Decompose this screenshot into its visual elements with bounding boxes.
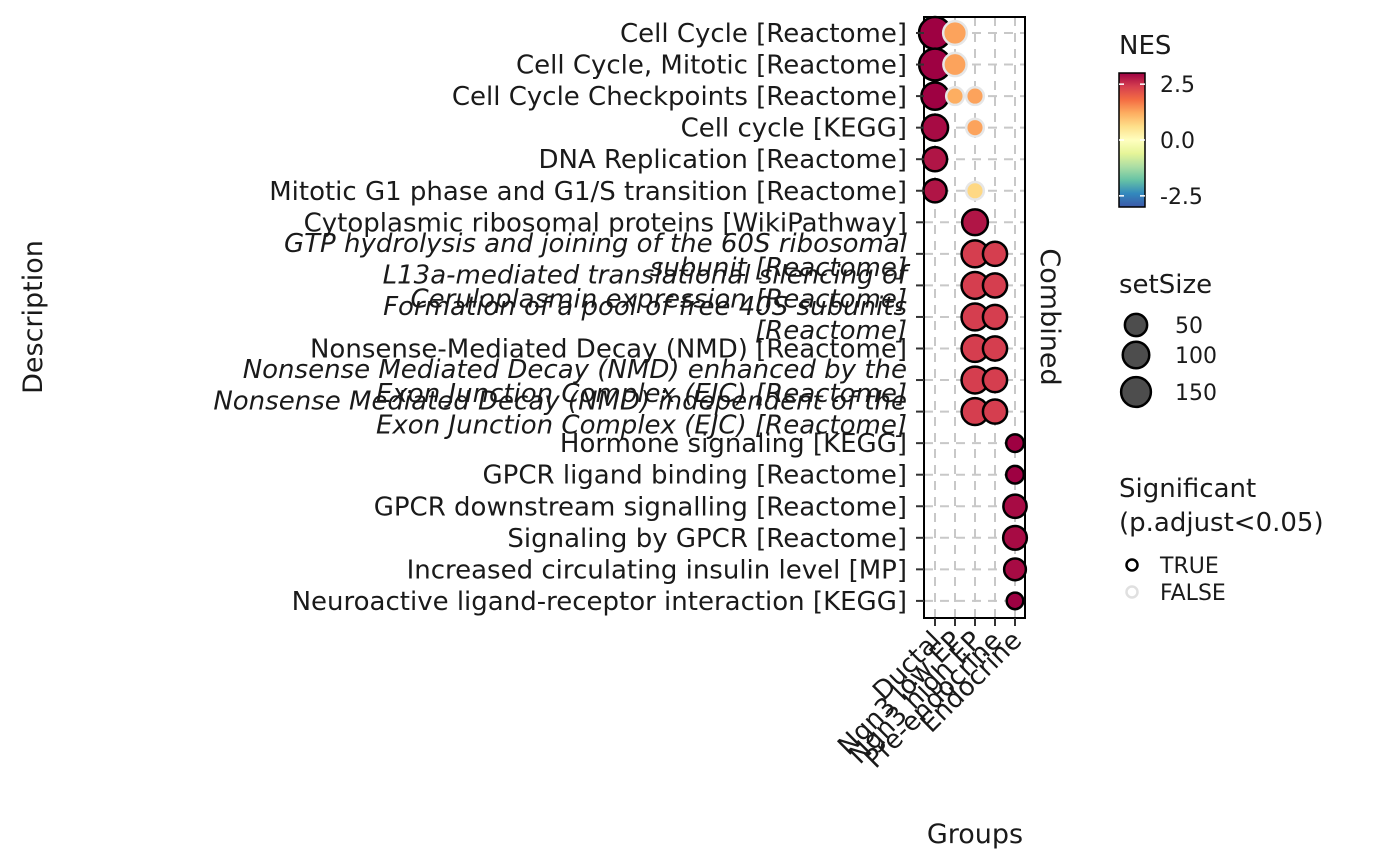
- nes-legend-title: NES: [1119, 31, 1171, 61]
- y-tick-label-5: Mitotic G1 phase and G1/S transition [Re…: [269, 177, 907, 207]
- y-tick-label-14: GPCR ligand binding [Reactome]: [483, 461, 907, 491]
- y-tick-label-18: Neuroactive ligand-receptor interaction …: [292, 587, 907, 617]
- y-tick-label-9-line-2: [Reactome]: [755, 316, 907, 346]
- significant-legend-dot-true: [1125, 558, 1139, 572]
- data-point-ductal-row-4: [921, 145, 949, 173]
- setsize-legend: setSize 50 100 150: [1119, 270, 1217, 409]
- data-point-pre-endocrine-row-8: [981, 272, 1009, 299]
- data-point-endocrine-row-16: [1001, 524, 1029, 551]
- facet-strip-label: Combined: [1034, 248, 1065, 385]
- data-point-ngn3-low-ep-row-0: [941, 19, 969, 47]
- y-tick-label-12-line-1: Nonsense Mediated Decay (NMD) independen…: [213, 387, 907, 417]
- data-point-ductal-row-5: [922, 177, 948, 204]
- y-tick-label-11-line-1: Nonsense Mediated Decay (NMD) enhanced b…: [243, 355, 907, 385]
- setsize-legend-entries: 50 100 150: [1119, 312, 1217, 409]
- setsize-legend-label-50: 50: [1175, 314, 1203, 339]
- y-tick-label-12-line-2: Exon Junction Complex (EJC) [Reactome]: [376, 411, 907, 441]
- data-point-endocrine-row-14: [1004, 464, 1026, 485]
- nes-legend: NES 2.5 0.0 -2.5: [1118, 31, 1203, 210]
- data-point-ngn3-high-ep-row-2: [964, 86, 986, 107]
- data-point-ductal-row-2: [920, 81, 950, 111]
- data-point-ngn3-high-ep-row-5: [964, 180, 986, 201]
- setsize-legend-dot-150: [1119, 375, 1153, 409]
- significant-legend-label-true: TRUE: [1159, 554, 1219, 579]
- significant-legend-title-line-2: (p.adjust<0.05): [1119, 508, 1324, 538]
- data-point-ngn3-high-ep-row-3: [964, 117, 986, 138]
- x-axis-title: Groups: [927, 819, 1023, 850]
- y-tick-label-7-line-1: GTP hydrolysis and joining of the 60S ri…: [284, 229, 908, 259]
- data-point-pre-endocrine-row-11: [981, 366, 1009, 394]
- y-tick-label-8-line-1: L13a-mediated translational silencing of: [383, 260, 911, 290]
- y-tick-label-7-line-2: subunit [Reactome]: [650, 253, 907, 283]
- data-point-endocrine-row-13: [1004, 433, 1026, 454]
- data-point-ductal-row-3: [920, 113, 950, 142]
- setsize-legend-title: setSize: [1119, 270, 1212, 300]
- data-point-pre-endocrine-row-12: [981, 398, 1009, 425]
- y-tick-label-9-line-1: Formation of a pool of free 40S subunits: [383, 292, 907, 322]
- y-tick-label-17: Increased circulating insulin level [MP]: [407, 555, 907, 585]
- y-tick-label-2: Cell Cycle Checkpoints [Reactome]: [452, 82, 907, 112]
- significant-legend-title-line-1: Significant: [1119, 474, 1256, 504]
- significant-legend-label-false: FALSE: [1160, 581, 1226, 606]
- y-axis-title: Description: [18, 240, 49, 394]
- data-point-ngn3-low-ep-row-2: [944, 86, 966, 107]
- data-point-endocrine-row-15: [1002, 493, 1028, 520]
- data-point-pre-endocrine-row-10: [981, 335, 1009, 362]
- data-point-pre-endocrine-row-9: [981, 303, 1009, 331]
- setsize-legend-label-150: 150: [1175, 381, 1217, 406]
- significant-legend-dot-false: [1125, 585, 1139, 599]
- y-tick-label-16: Signaling by GPCR [Reactome]: [507, 524, 907, 554]
- setsize-legend-dot-50: [1123, 312, 1149, 338]
- y-tick-label-15: GPCR downstream signalling [Reactome]: [374, 492, 907, 522]
- nes-tick-label: 0.0: [1160, 129, 1195, 154]
- y-tick-label-4: DNA Replication [Reactome]: [539, 145, 908, 175]
- y-tick-label-11-line-2: Exon Junction Complex (EJC) [Reactome]: [376, 379, 907, 409]
- y-tick-label-10: Nonsense-Mediated Decay (NMD) [Reactome]: [310, 335, 907, 365]
- y-tick-label-1: Cell Cycle, Mitotic [Reactome]: [516, 51, 907, 81]
- y-tick-labels: Cell Cycle [Reactome]Cell Cycle, Mitotic…: [213, 19, 924, 617]
- y-tick-label-0: Cell Cycle [Reactome]: [620, 19, 907, 49]
- data-point-endocrine-row-17: [1002, 557, 1028, 582]
- nes-tick-label: 2.5: [1160, 73, 1195, 98]
- y-tick-label-6: Cytoplasmic ribosomal proteins [WikiPath…: [304, 208, 907, 238]
- nes-tick-label: -2.5: [1160, 185, 1203, 210]
- setsize-legend-dot-100: [1121, 340, 1151, 370]
- data-point-ngn3-low-ep-row-1: [942, 51, 968, 78]
- nes-colorbar-ticks: 2.5 0.0 -2.5: [1119, 73, 1203, 210]
- y-tick-label-8-line-2: Ceruloplasmin expression [Reactome]: [411, 284, 908, 314]
- data-point-ngn3-high-ep-row-6: [960, 208, 990, 237]
- y-tick-label-3: Cell cycle [KEGG]: [681, 114, 907, 144]
- data-point-endocrine-row-18: [1005, 591, 1025, 611]
- data-point-pre-endocrine-row-7: [981, 240, 1009, 268]
- setsize-legend-label-100: 100: [1175, 344, 1217, 369]
- data-points: [917, 15, 1029, 611]
- y-tick-label-13: Hormone signaling [KEGG]: [560, 429, 907, 459]
